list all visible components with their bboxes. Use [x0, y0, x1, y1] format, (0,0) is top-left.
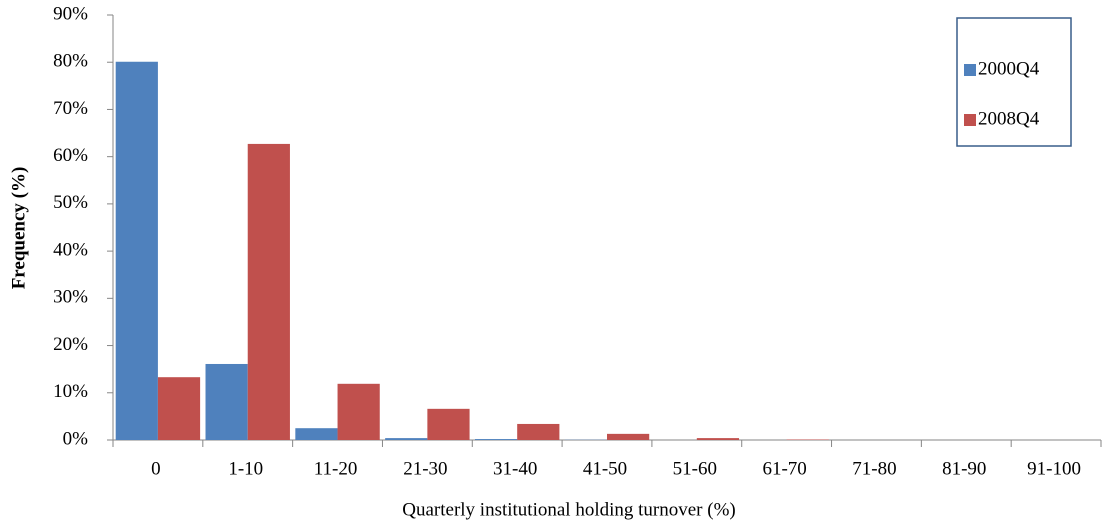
x-tick-label: 81-90	[942, 458, 986, 479]
bar	[607, 433, 650, 440]
x-tick-label: 51-60	[673, 458, 717, 479]
x-tick-label: 91-100	[1027, 458, 1081, 479]
bar	[157, 377, 201, 440]
y-tick-label: 90%	[53, 3, 88, 24]
bar	[205, 363, 248, 440]
x-tick-label: 0	[151, 458, 161, 479]
y-tick-label: 70%	[53, 98, 88, 119]
bar	[427, 408, 470, 440]
bar	[385, 438, 428, 440]
y-tick-label: 60%	[53, 145, 88, 166]
y-axis-title: Frequency (%)	[8, 167, 29, 290]
y-tick-label: 0%	[63, 428, 89, 449]
bar	[696, 438, 740, 440]
legend-swatch	[964, 64, 976, 76]
x-tick-label: 71-80	[852, 458, 896, 479]
y-tick-label: 20%	[53, 334, 88, 355]
legend-label: 2000Q4	[978, 58, 1040, 79]
bar	[115, 61, 158, 440]
bar	[295, 428, 338, 440]
legend-label: 2008Q4	[978, 108, 1040, 129]
x-tick-label: 11-20	[314, 458, 358, 479]
bar	[247, 143, 290, 440]
x-tick-label: 61-70	[762, 458, 806, 479]
x-tick-label: 41-50	[583, 458, 627, 479]
x-tick-label: 31-40	[493, 458, 537, 479]
bar	[337, 383, 380, 440]
y-tick-label: 30%	[53, 287, 88, 308]
x-tick-label: 21-30	[403, 458, 447, 479]
bar	[517, 423, 560, 440]
y-tick-label: 50%	[53, 192, 88, 213]
x-tick-label: 1-10	[228, 458, 263, 479]
y-tick-label: 10%	[53, 381, 88, 402]
y-tick-label: 80%	[53, 51, 88, 72]
y-tick-label: 40%	[53, 239, 88, 260]
bar	[474, 439, 518, 440]
x-axis-title: Quarterly institutional holding turnover…	[402, 499, 735, 520]
legend-swatch	[964, 114, 976, 126]
